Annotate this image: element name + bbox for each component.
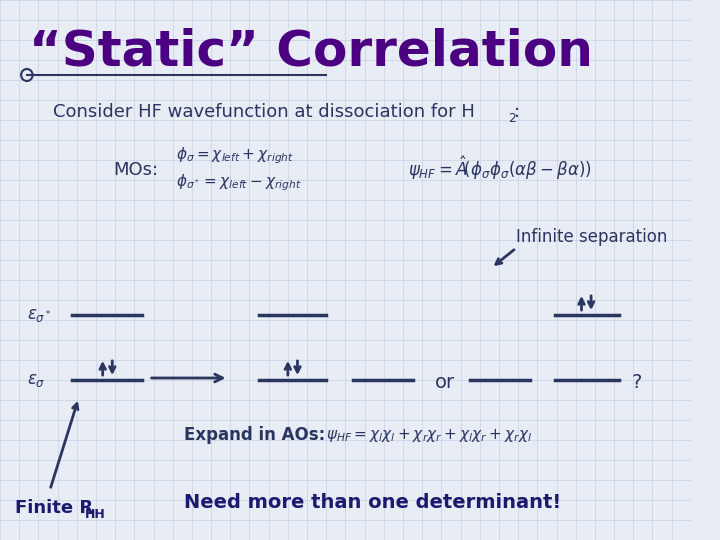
Text: $\phi_\sigma = \chi_{left} + \chi_{right}$: $\phi_\sigma = \chi_{left} + \chi_{right… xyxy=(176,146,294,166)
Text: Consider HF wavefunction at dissociation for H: Consider HF wavefunction at dissociation… xyxy=(53,103,474,121)
Text: Infinite separation: Infinite separation xyxy=(516,228,667,246)
Text: HH: HH xyxy=(84,509,105,522)
Text: or: or xyxy=(435,374,455,393)
Text: $\varepsilon_{\sigma^*}$: $\varepsilon_{\sigma^*}$ xyxy=(27,306,51,324)
Text: :: : xyxy=(514,103,521,121)
Text: 2: 2 xyxy=(508,111,516,125)
Text: Need more than one determinant!: Need more than one determinant! xyxy=(184,494,562,512)
Text: Expand in AOs:: Expand in AOs: xyxy=(184,426,325,444)
Text: “Static” Correlation: “Static” Correlation xyxy=(29,28,593,76)
Text: $\phi_{\sigma^*} = \chi_{left} - \chi_{right}$: $\phi_{\sigma^*} = \chi_{left} - \chi_{r… xyxy=(176,173,301,193)
Text: $\psi_{HF} = \chi_l\chi_l + \chi_r\chi_r + \chi_l\chi_r + \chi_r\chi_l$: $\psi_{HF} = \chi_l\chi_l + \chi_r\chi_r… xyxy=(326,427,533,443)
Text: $\psi_{HF} = \hat{A}\!\left(\phi_\sigma\phi_\sigma\left(\alpha\beta - \beta\alph: $\psi_{HF} = \hat{A}\!\left(\phi_\sigma\… xyxy=(408,154,592,182)
Text: MOs:: MOs: xyxy=(113,161,158,179)
Text: $\varepsilon_\sigma$: $\varepsilon_\sigma$ xyxy=(27,371,45,389)
Text: ?: ? xyxy=(631,374,642,393)
Text: Finite R: Finite R xyxy=(15,499,94,517)
